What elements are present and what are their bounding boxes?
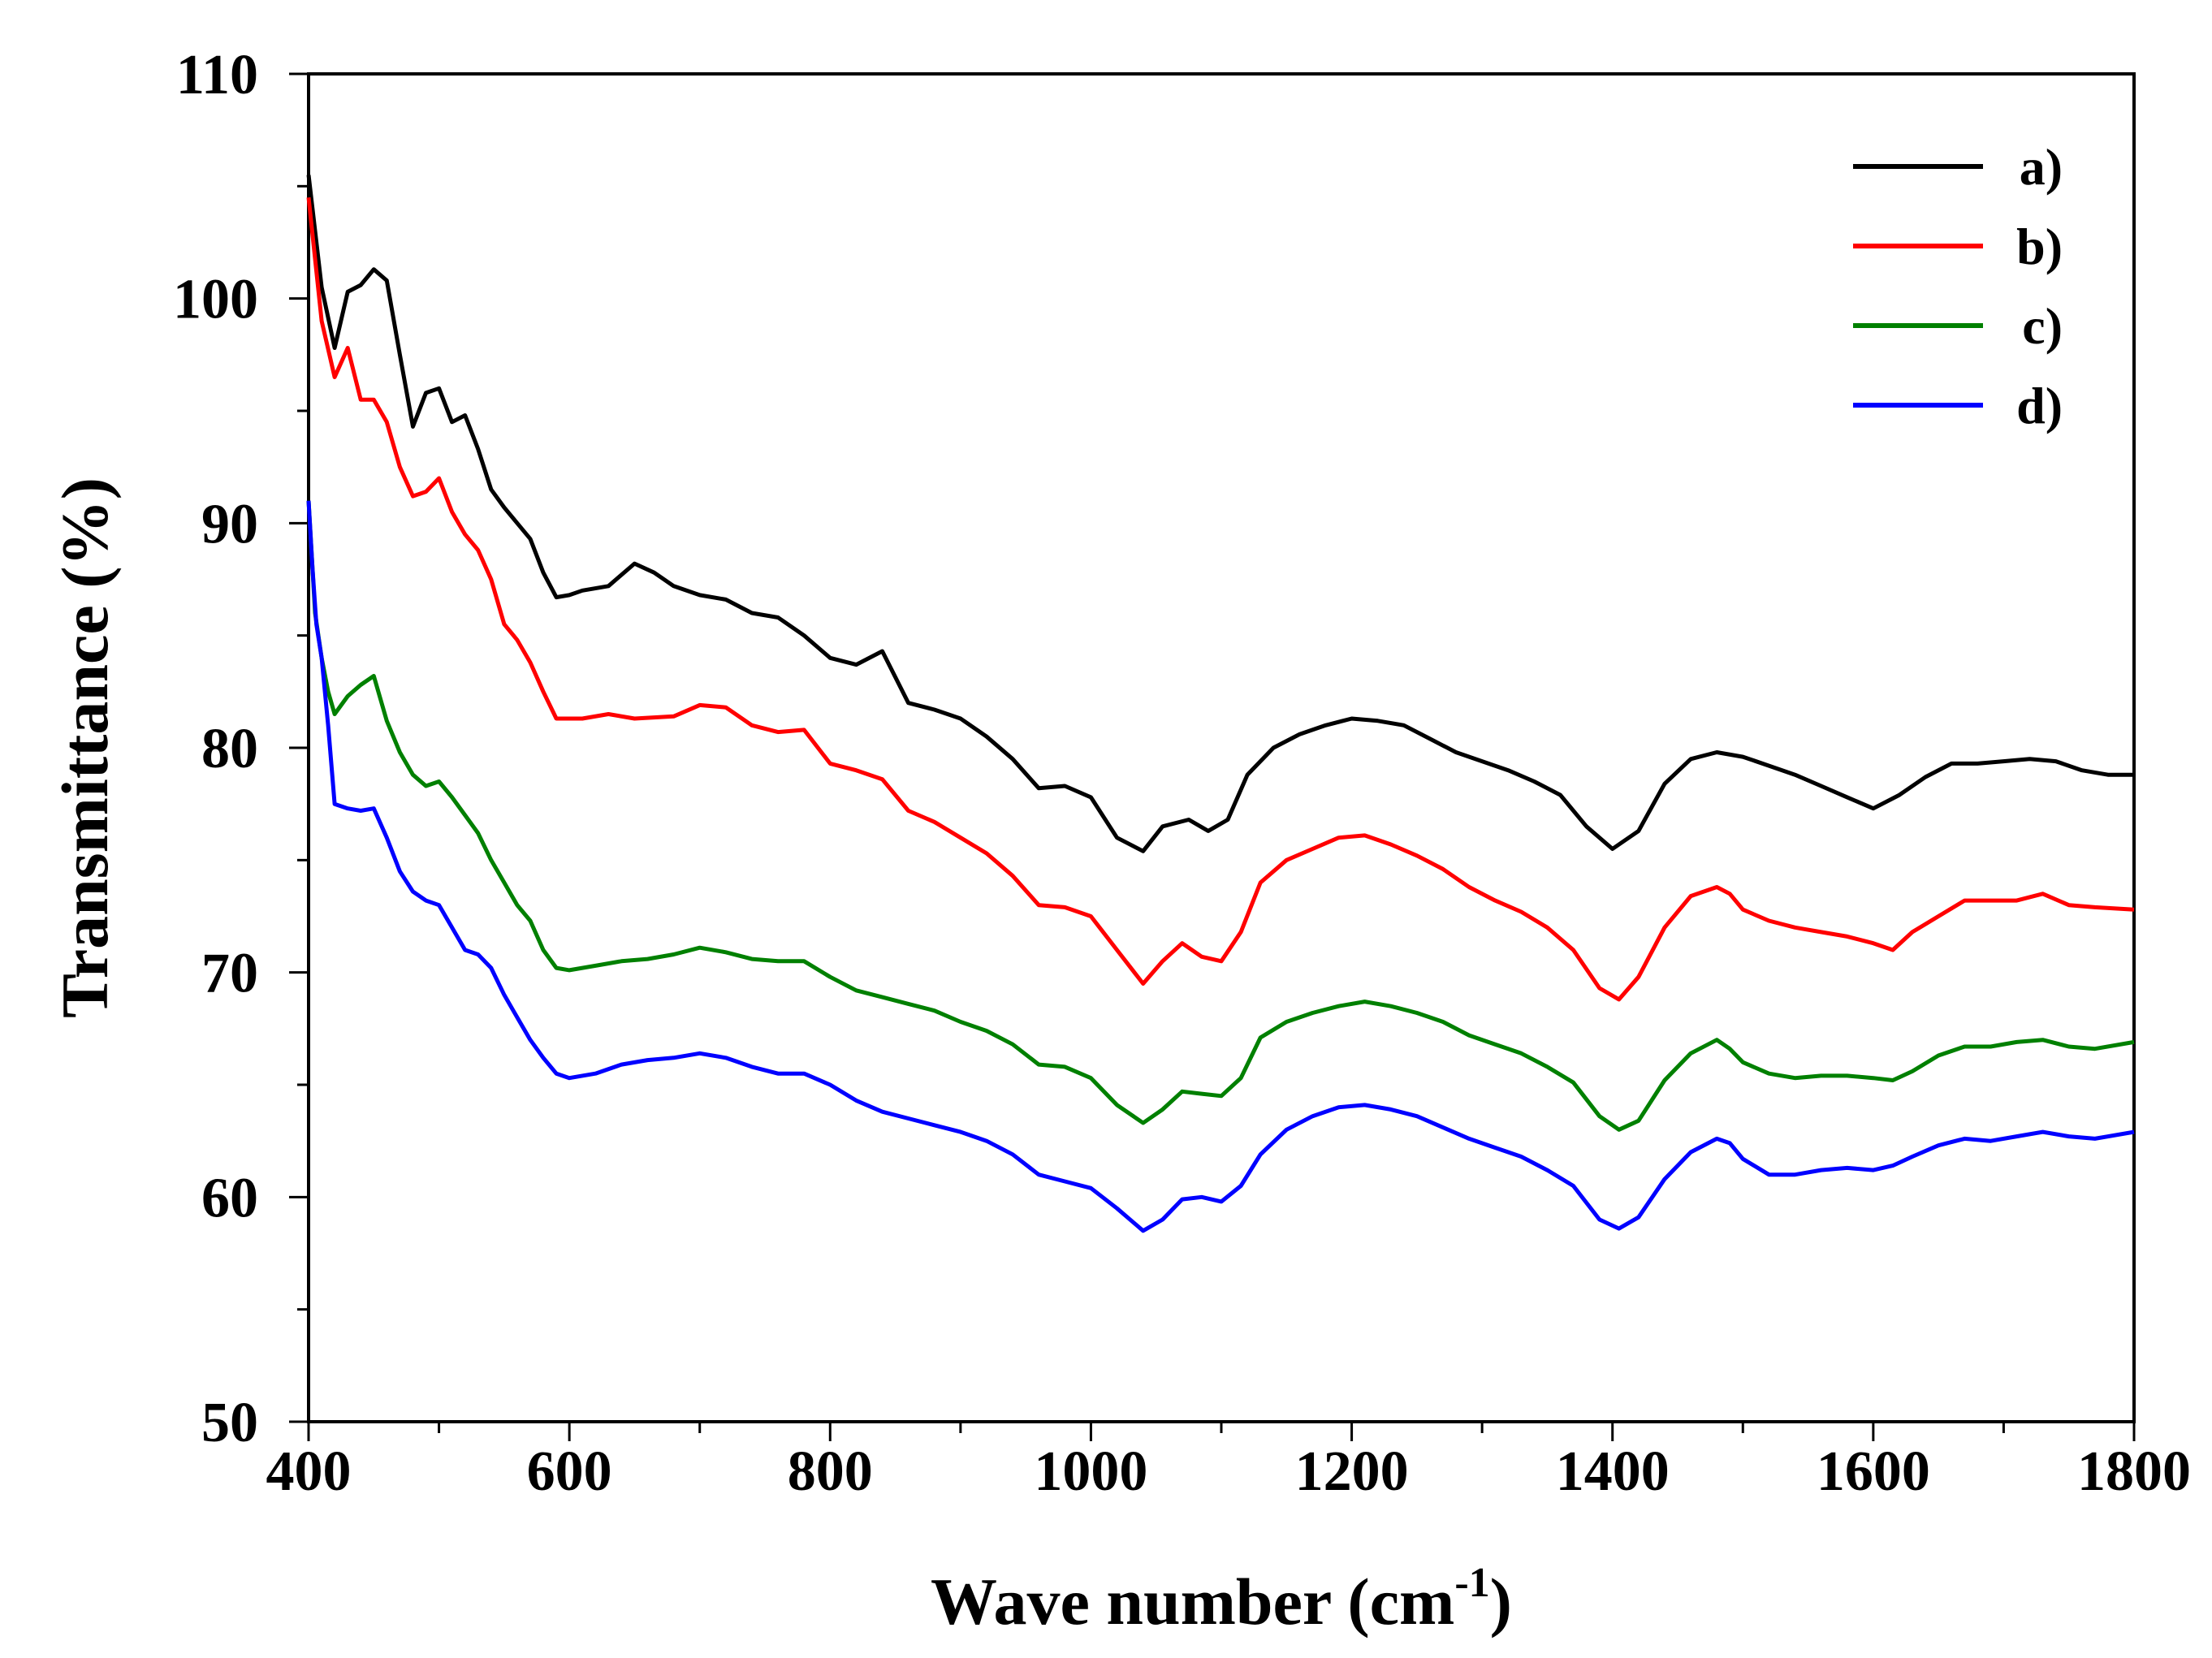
x-axis: 400 600 800 1000 1200 1400 1600 1800 <box>266 1422 2191 1503</box>
x-tick-label: 1200 <box>1295 1440 1409 1503</box>
x-tick-label: 600 <box>527 1440 612 1503</box>
x-tick-label: 400 <box>266 1440 352 1503</box>
series-line-b <box>306 196 2135 1002</box>
y-tick-label: 90 <box>201 493 258 555</box>
legend-label: d) <box>2016 377 2063 434</box>
x-tick-label: 1000 <box>1034 1440 1147 1503</box>
plot-frame <box>307 72 2136 1423</box>
y-tick-label: 70 <box>201 943 258 1005</box>
y-tick-label: 80 <box>201 718 258 780</box>
series-layer <box>306 175 2135 1233</box>
legend-label: a) <box>2020 138 2063 196</box>
y-tick-label: 50 <box>201 1392 258 1454</box>
series-line-c <box>306 500 2135 1132</box>
y-tick-label: 110 <box>176 44 258 106</box>
y-axis-title: Transmittance (%) <box>48 477 122 1018</box>
series-line-a <box>306 175 2134 853</box>
x-tick-label: 800 <box>788 1440 873 1503</box>
y-axis: 50 60 70 80 90 100 110 <box>173 44 309 1454</box>
x-tick-label: 1400 <box>1556 1440 1670 1503</box>
legend-label: b) <box>2016 218 2063 275</box>
x-tick-label: 1800 <box>2077 1440 2191 1503</box>
x-axis-title: Wave number (cm-1) <box>931 1560 1512 1639</box>
y-tick-label: 60 <box>201 1167 258 1229</box>
legend-label: c) <box>2022 297 2063 355</box>
y-tick-label: 100 <box>173 269 258 331</box>
series-line-d <box>306 500 2135 1233</box>
legend: a) b) c) d) <box>1853 138 2063 434</box>
x-tick-label: 1600 <box>1817 1440 1930 1503</box>
